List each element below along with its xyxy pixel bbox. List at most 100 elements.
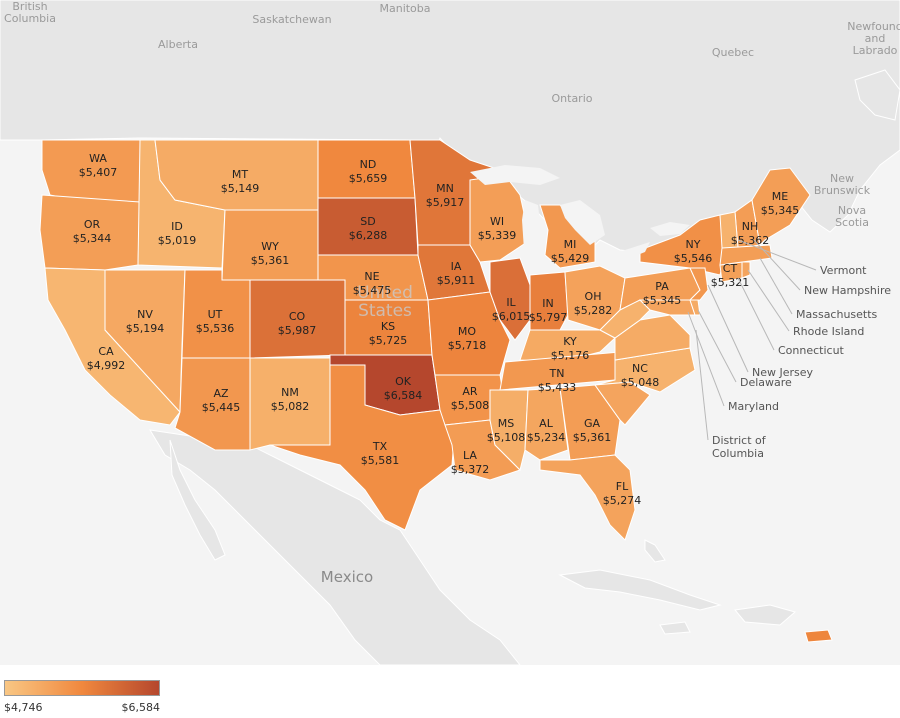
- lake-huron: [560, 200, 605, 245]
- state-value-label: $5,536: [196, 322, 235, 335]
- state-value-label: $5,911: [437, 274, 476, 287]
- state-abbr-label: NE: [364, 270, 379, 283]
- state-value-label: $5,718: [448, 339, 487, 352]
- baja-land: [169, 439, 226, 561]
- lake-erie: [600, 242, 650, 266]
- legend-gradient-bar: [4, 680, 160, 696]
- state-nj[interactable]: [688, 267, 709, 301]
- region-label-alberta: Alberta: [158, 38, 198, 51]
- state-abbr-label: IA: [451, 260, 462, 273]
- state-value-label: $5,372: [451, 463, 490, 476]
- callout-label: Maryland: [728, 400, 779, 413]
- newfoundland-land: [854, 69, 900, 121]
- state-abbr-label: UT: [208, 308, 223, 321]
- state-ma[interactable]: [719, 244, 773, 266]
- state-abbr-label: WY: [261, 240, 279, 253]
- callout-label: Massachusetts: [796, 308, 878, 321]
- state-value-label: $5,508: [451, 399, 490, 412]
- state-me[interactable]: [751, 167, 811, 247]
- state-abbr-label: MO: [458, 325, 476, 338]
- state-abbr-label: CT: [723, 262, 738, 275]
- state-value-label: $5,234: [527, 431, 566, 444]
- state-pr[interactable]: [804, 629, 833, 643]
- state-abbr-label: OK: [395, 375, 412, 388]
- state-abbr-label: CO: [289, 310, 306, 323]
- state-value-label: $5,339: [478, 229, 517, 242]
- region-label-newfoundland: Newfound and Labrado: [847, 20, 900, 57]
- callout-leader-line: [747, 269, 790, 332]
- callout-label: District of Columbia: [712, 434, 767, 460]
- bahamas-land: [644, 539, 666, 563]
- state-al[interactable]: [524, 387, 569, 461]
- state-abbr-label: ME: [772, 190, 788, 203]
- state-abbr-label: NV: [137, 308, 153, 321]
- state-abbr-label: AZ: [213, 387, 229, 400]
- region-label-new-brunswick: New Brunswick: [814, 172, 871, 197]
- state-value-label: $5,274: [603, 494, 642, 507]
- states-layer: [39, 139, 833, 643]
- lake-superior: [470, 165, 560, 185]
- callout-leader-line: [759, 257, 793, 315]
- state-tx[interactable]: [269, 364, 456, 531]
- state-value-label: $5,361: [251, 254, 290, 267]
- legend-max-label: $6,584: [121, 701, 161, 714]
- state-abbr-label: PA: [655, 280, 669, 293]
- jamaica-land: [659, 621, 691, 635]
- state-il[interactable]: [489, 257, 531, 341]
- state-value-label: $5,917: [426, 196, 465, 209]
- state-abbr-label: SD: [360, 215, 375, 228]
- state-abbr-label: MI: [564, 238, 577, 251]
- state-value-label: $5,797: [529, 311, 568, 324]
- callout-leader-line: [707, 284, 749, 373]
- state-abbr-label: WI: [490, 215, 504, 228]
- state-abbr-label: NC: [632, 362, 648, 375]
- state-value-label: $5,445: [202, 401, 241, 414]
- state-abbr-label: IL: [506, 296, 516, 309]
- state-value-label: $5,987: [278, 324, 317, 337]
- state-abbr-label: AR: [462, 385, 478, 398]
- state-value-label: $6,015: [492, 310, 531, 323]
- callout-leader-line: [697, 309, 737, 383]
- region-label-quebec: Quebec: [712, 46, 754, 59]
- state-abbr-label: OH: [585, 290, 602, 303]
- callout-leader-line: [753, 239, 801, 291]
- state-abbr-label: NY: [686, 238, 701, 251]
- state-sc[interactable]: [594, 381, 651, 426]
- state-value-label: $5,429: [551, 252, 590, 265]
- region-label-nova-scotia: Nova Scotia: [835, 204, 869, 229]
- lake-ontario: [650, 222, 690, 236]
- state-ga[interactable]: [559, 384, 621, 461]
- callout-leader-line: [737, 277, 775, 351]
- state-md[interactable]: [638, 299, 696, 316]
- state-value-label: $5,149: [221, 182, 260, 195]
- state-abbr-label: NH: [742, 220, 759, 233]
- region-label-manitoba: Manitoba: [379, 2, 430, 15]
- state-abbr-label: ND: [360, 158, 377, 171]
- callout-leader-line: [737, 239, 817, 271]
- state-nc[interactable]: [594, 347, 696, 393]
- mexico-land: [149, 429, 521, 665]
- state-abbr-label: MS: [498, 417, 514, 430]
- callout-label: New Hampshire: [804, 284, 891, 297]
- state-value-label: $5,344: [73, 232, 112, 245]
- lake-michigan: [522, 200, 542, 275]
- region-label-united-states: United States: [357, 283, 413, 321]
- state-abbr-label: KS: [381, 320, 395, 333]
- state-value-label: $5,282: [574, 304, 613, 317]
- state-value-label: $5,321: [711, 276, 750, 289]
- great-lakes: [470, 165, 690, 275]
- state-abbr-label: AL: [539, 417, 554, 430]
- state-abbr-label: GA: [584, 417, 601, 430]
- choropleth-map[interactable]: British Columbia Alberta Saskatchewan Manito…: [0, 0, 900, 665]
- color-legend: $4,746 $6,584: [4, 680, 160, 718]
- state-fl[interactable]: [539, 454, 636, 541]
- state-value-label: $5,345: [761, 204, 800, 217]
- callout-leader-line: [687, 311, 725, 407]
- state-abbr-label: MT: [232, 168, 248, 181]
- callout-label: Rhode Island: [793, 325, 864, 338]
- state-ri[interactable]: [741, 261, 751, 279]
- state-abbr-label: TX: [372, 440, 388, 453]
- state-value-label: $5,048: [621, 376, 660, 389]
- state-abbr-label: OR: [84, 218, 101, 231]
- callout-label: Vermont: [820, 264, 867, 277]
